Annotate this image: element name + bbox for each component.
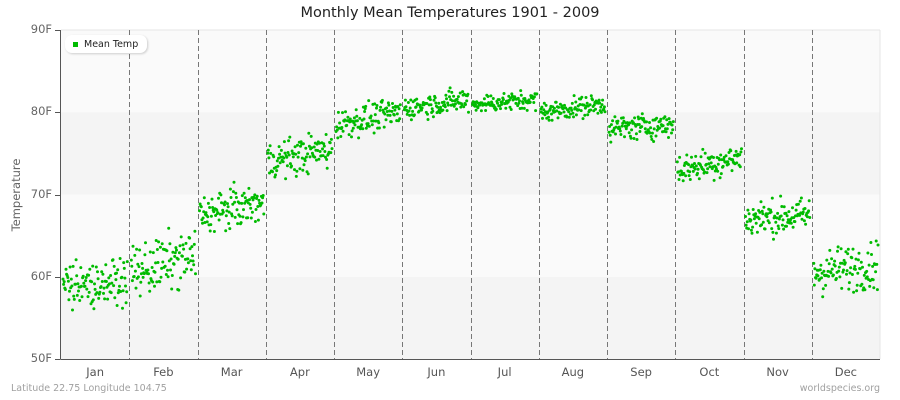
month-dividers bbox=[129, 30, 813, 359]
y-tick-60: 60F bbox=[30, 269, 52, 283]
y-tick-90: 90F bbox=[30, 22, 52, 36]
x-tick-oct: Oct bbox=[699, 365, 720, 379]
source-label: worldspecies.org bbox=[799, 383, 880, 394]
legend: Mean Temp bbox=[65, 35, 148, 53]
y-tick-80: 80F bbox=[30, 104, 52, 118]
location-label: Latitude 22.75 Longitude 104.75 bbox=[11, 383, 167, 394]
x-tick-apr: Apr bbox=[289, 365, 310, 379]
x-tick-sep: Sep bbox=[630, 365, 652, 379]
x-tick-feb: Feb bbox=[153, 365, 174, 379]
legend-swatch-icon bbox=[73, 41, 78, 47]
axes-lines bbox=[55, 30, 880, 360]
x-tick-nov: Nov bbox=[766, 365, 789, 379]
x-tick-aug: Aug bbox=[561, 365, 585, 379]
chart-title: Monthly Mean Temperatures 1901 - 2009 bbox=[300, 5, 600, 21]
y-tick-50: 50F bbox=[30, 351, 52, 365]
x-tick-dec: Dec bbox=[834, 365, 858, 379]
data-points bbox=[61, 86, 880, 312]
legend-label: Mean Temp bbox=[84, 38, 139, 50]
x-tick-may: May bbox=[356, 365, 381, 379]
y-tick-70: 70F bbox=[30, 187, 52, 201]
x-tick-jul: Jul bbox=[497, 365, 512, 379]
background-bands bbox=[61, 29, 881, 359]
x-tick-jun: Jun bbox=[427, 365, 446, 379]
x-tick-mar: Mar bbox=[220, 365, 243, 379]
x-tick-jan: Jan bbox=[86, 365, 104, 379]
